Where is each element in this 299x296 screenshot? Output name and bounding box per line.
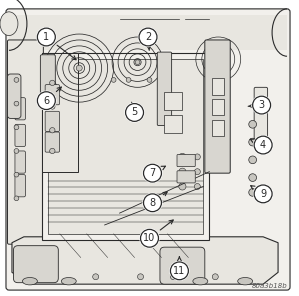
Circle shape <box>141 229 158 247</box>
Ellipse shape <box>193 278 208 285</box>
Circle shape <box>142 163 163 183</box>
Circle shape <box>254 185 272 203</box>
FancyBboxPatch shape <box>15 175 25 197</box>
Circle shape <box>179 153 186 160</box>
Circle shape <box>253 96 271 114</box>
FancyBboxPatch shape <box>160 247 205 284</box>
Circle shape <box>37 28 55 46</box>
Circle shape <box>169 261 190 281</box>
Circle shape <box>212 274 218 280</box>
Circle shape <box>36 27 57 47</box>
Bar <box>164 92 182 110</box>
Circle shape <box>179 168 186 175</box>
Ellipse shape <box>238 278 253 285</box>
Bar <box>212 120 224 136</box>
Circle shape <box>253 184 273 204</box>
Ellipse shape <box>22 278 37 285</box>
FancyBboxPatch shape <box>6 9 290 290</box>
Text: 4: 4 <box>260 140 266 150</box>
FancyBboxPatch shape <box>157 52 172 126</box>
Bar <box>212 78 224 95</box>
Circle shape <box>36 91 57 111</box>
FancyBboxPatch shape <box>45 111 60 131</box>
Text: 8: 8 <box>150 198 155 208</box>
Text: 10: 10 <box>144 233 155 243</box>
Circle shape <box>194 169 200 175</box>
Text: 2: 2 <box>145 32 151 42</box>
Circle shape <box>147 78 152 82</box>
Circle shape <box>14 149 19 153</box>
Circle shape <box>139 228 160 248</box>
Text: 7: 7 <box>150 168 155 178</box>
Circle shape <box>249 174 257 181</box>
Circle shape <box>249 120 257 128</box>
Ellipse shape <box>61 278 76 285</box>
FancyBboxPatch shape <box>13 246 58 283</box>
Circle shape <box>124 102 145 123</box>
Bar <box>164 115 182 133</box>
Bar <box>212 99 224 115</box>
Circle shape <box>249 189 257 196</box>
FancyBboxPatch shape <box>15 124 25 147</box>
Circle shape <box>126 104 144 121</box>
Circle shape <box>14 172 19 177</box>
Circle shape <box>93 274 99 280</box>
Text: 6: 6 <box>43 96 49 106</box>
FancyBboxPatch shape <box>45 132 60 152</box>
Text: 11: 11 <box>173 266 185 276</box>
FancyBboxPatch shape <box>205 40 230 173</box>
Text: 5: 5 <box>132 107 138 118</box>
Circle shape <box>138 27 158 47</box>
Bar <box>9 15 287 50</box>
FancyBboxPatch shape <box>177 171 195 183</box>
Circle shape <box>14 101 19 106</box>
Polygon shape <box>12 237 278 284</box>
Circle shape <box>170 274 176 280</box>
Circle shape <box>144 164 161 182</box>
Circle shape <box>50 80 55 86</box>
Bar <box>42 53 209 240</box>
Circle shape <box>254 136 272 154</box>
FancyBboxPatch shape <box>7 74 21 118</box>
Circle shape <box>142 193 163 213</box>
Circle shape <box>138 274 144 280</box>
Circle shape <box>253 135 273 155</box>
Circle shape <box>111 78 116 82</box>
Bar <box>48 59 203 234</box>
Circle shape <box>194 154 200 160</box>
Text: 3: 3 <box>259 100 265 110</box>
Text: 80a3b18b: 80a3b18b <box>251 283 287 289</box>
FancyBboxPatch shape <box>40 55 55 102</box>
Circle shape <box>139 28 157 46</box>
Circle shape <box>251 95 272 115</box>
Circle shape <box>76 65 82 71</box>
Circle shape <box>135 60 140 65</box>
Text: 9: 9 <box>260 189 266 199</box>
Circle shape <box>14 196 19 201</box>
Circle shape <box>179 183 186 190</box>
Circle shape <box>14 78 19 82</box>
Circle shape <box>50 104 55 109</box>
Bar <box>42 53 78 172</box>
Text: 1: 1 <box>43 32 49 42</box>
Circle shape <box>194 184 200 189</box>
Circle shape <box>144 194 161 212</box>
FancyBboxPatch shape <box>45 85 60 105</box>
FancyBboxPatch shape <box>254 87 268 144</box>
FancyBboxPatch shape <box>7 40 43 244</box>
FancyBboxPatch shape <box>177 155 195 167</box>
Circle shape <box>50 128 55 133</box>
Circle shape <box>126 78 131 82</box>
Circle shape <box>50 148 55 154</box>
Circle shape <box>249 156 257 164</box>
FancyBboxPatch shape <box>15 151 25 173</box>
Ellipse shape <box>0 12 18 36</box>
FancyBboxPatch shape <box>15 98 25 120</box>
Circle shape <box>37 92 55 110</box>
Circle shape <box>249 138 257 146</box>
Circle shape <box>14 125 19 130</box>
Circle shape <box>170 262 188 280</box>
